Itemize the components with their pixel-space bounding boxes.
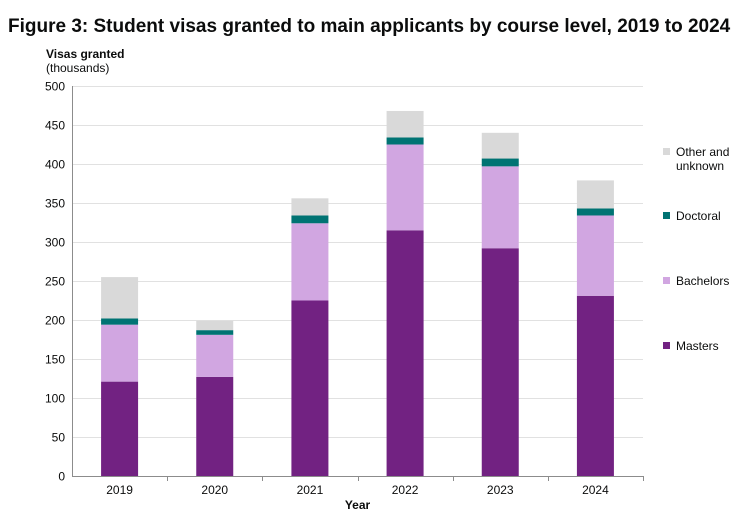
- legend-swatch-masters: [663, 342, 670, 349]
- y-tick-label: 450: [45, 119, 65, 133]
- y-tick-label: 0: [58, 470, 65, 484]
- legend-swatch-other-and-unknown: [663, 148, 670, 155]
- legend-label: Doctoral: [676, 209, 721, 223]
- legend-label: Bachelors: [676, 274, 729, 288]
- bar-bachelors: [101, 324, 139, 382]
- bar-masters: [101, 381, 139, 476]
- bar-other-and-unknown: [291, 198, 329, 216]
- legend-label: Masters: [676, 339, 719, 353]
- x-tick-label: 2019: [106, 483, 133, 497]
- y-tick-label: 250: [45, 275, 65, 289]
- bar-doctoral: [576, 208, 614, 216]
- y-tick-label: 400: [45, 158, 65, 172]
- bar-masters: [386, 230, 424, 476]
- bar-other-and-unknown: [481, 132, 519, 159]
- bar-doctoral: [196, 330, 234, 335]
- y-axis-unit: (thousands): [46, 61, 110, 75]
- x-axis-title: Year: [345, 498, 371, 512]
- bar-doctoral: [101, 318, 139, 325]
- x-tick-label: 2020: [201, 483, 228, 497]
- y-tick-label: 500: [45, 80, 65, 94]
- chart-title: Figure 3: Student visas granted to main …: [8, 16, 731, 37]
- y-tick-label: 300: [45, 236, 65, 250]
- bar-other-and-unknown: [101, 277, 139, 319]
- legend-label: unknown: [676, 159, 724, 173]
- x-tick-label: 2023: [487, 483, 514, 497]
- y-tick-label: 150: [45, 353, 65, 367]
- x-tick-label: 2024: [582, 483, 609, 497]
- bar-doctoral: [291, 215, 329, 224]
- bar-other-and-unknown: [196, 320, 234, 331]
- y-axis-title: Visas granted: [46, 47, 125, 61]
- legend-swatch-doctoral: [663, 212, 670, 219]
- bar-other-and-unknown: [386, 110, 424, 138]
- x-tick-label: 2022: [392, 483, 419, 497]
- x-tick-label: 2021: [297, 483, 324, 497]
- bar-masters: [481, 248, 519, 476]
- bar-masters: [576, 295, 614, 476]
- bar-masters: [291, 300, 329, 476]
- bar-bachelors: [291, 223, 329, 301]
- y-tick-label: 350: [45, 197, 65, 211]
- bar-masters: [196, 376, 234, 476]
- y-tick-label: 200: [45, 314, 65, 328]
- bar-doctoral: [481, 158, 519, 167]
- bar-other-and-unknown: [576, 180, 614, 209]
- y-tick-label: 50: [52, 431, 66, 445]
- bar-bachelors: [196, 334, 234, 377]
- bar-bachelors: [481, 166, 519, 249]
- bar-bachelors: [576, 215, 614, 296]
- bar-doctoral: [386, 137, 424, 145]
- y-tick-label: 100: [45, 392, 65, 406]
- bar-bachelors: [386, 144, 424, 231]
- legend-label: Other and: [676, 145, 729, 159]
- legend-swatch-bachelors: [663, 277, 670, 284]
